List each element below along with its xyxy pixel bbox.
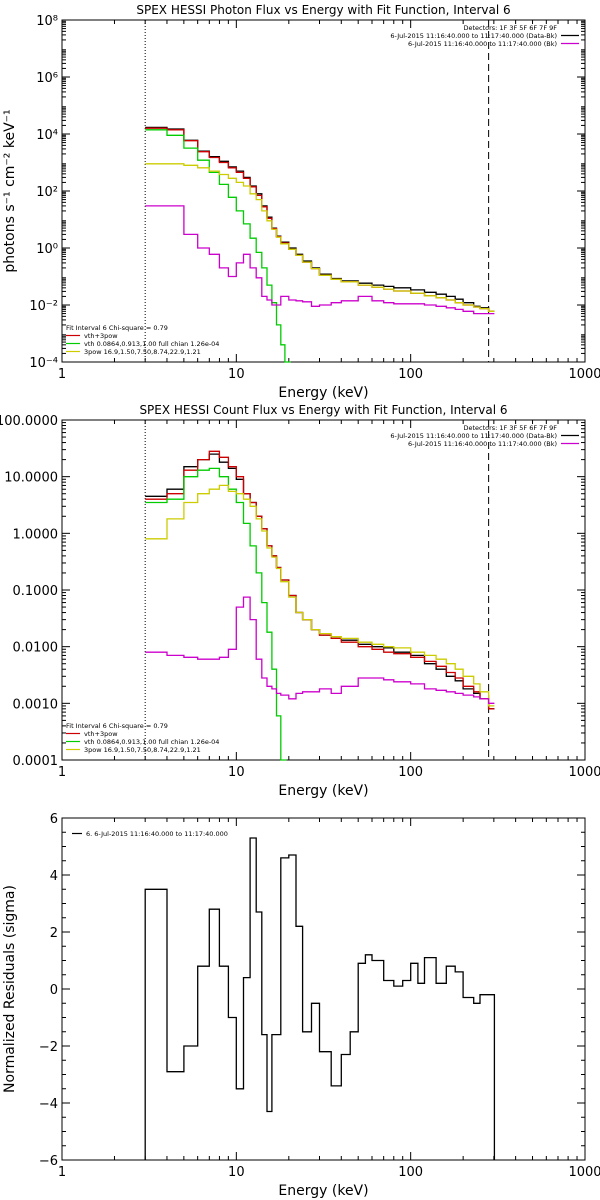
chart-title: SPEX HESSI Photon Flux vs Energy with Fi…	[136, 3, 510, 17]
y-tick-label: 10⁸	[36, 14, 58, 29]
legend-entry: vth 0.0864,0.913,1.00 full chian 1.26e-0…	[84, 340, 219, 348]
legend-entry: vth+3pow	[84, 332, 118, 340]
x-tick-label: 1000	[568, 1165, 600, 1180]
chart-panel-1	[61, 19, 586, 363]
x-tick-label: 100	[398, 367, 423, 382]
y-tick-label: −6	[39, 1154, 58, 1169]
legend-entry: 6-Jul-2015 11:16:40.000 to 11:17:40.000 …	[390, 432, 557, 440]
y-tick-label: 10⁻²	[29, 299, 58, 314]
y-tick-label: −2	[39, 1040, 58, 1055]
chart-title: SPEX HESSI Count Flux vs Energy with Fit…	[139, 403, 507, 417]
legend-entry: 3pow 16.9,1.50,7.50,8.74,22.9,1.21	[84, 348, 201, 356]
y-tick-label: −4	[39, 1097, 58, 1112]
legend-entry: 6-Jul-2015 11:16:40.000 to 11:17:40.000 …	[408, 40, 557, 48]
chart-panel-3	[61, 817, 586, 1161]
series-line-0-6-jul-2015-11-16-40-000-to-11-17-40-000-data-bk	[145, 453, 495, 710]
x-tick-label: 1000	[568, 367, 600, 382]
y-tick-label: 0	[50, 983, 58, 998]
y-tick-label: 10⁰	[36, 242, 58, 257]
plot-frame	[61, 419, 586, 761]
x-tick-label: 10	[228, 1165, 245, 1180]
y-tick-label: 6	[50, 812, 58, 827]
legend-entry: vth+3pow	[84, 730, 118, 738]
series-line-1-vth-3pow	[145, 450, 495, 710]
x-axis-label: Energy (keV)	[278, 783, 368, 799]
legend-entry: Detectors: 1F 3F 5F 6F 7F 9F	[463, 24, 557, 32]
x-tick-label: 10	[228, 367, 245, 382]
legend-entry: Fit Interval 6 Chi-square = 0.79	[66, 722, 168, 730]
legend-entry: 6-Jul-2015 11:16:40.000 to 11:17:40.000 …	[390, 32, 557, 40]
x-tick-label: 1000	[568, 765, 600, 780]
plot-frame	[61, 817, 586, 1161]
y-tick-label: 0.0001	[13, 754, 59, 769]
legend-entry: 6. 6-Jul-2015 11:16:40.000 to 11:17:40.0…	[86, 830, 228, 838]
x-axis-label: Energy (keV)	[278, 385, 368, 401]
series-line-2-vth	[145, 467, 287, 761]
y-tick-label: 100.0000	[0, 414, 58, 429]
y-axis-label: photons s⁻¹ cm⁻² keV⁻¹	[2, 109, 18, 272]
y-tick-label: 10⁴	[36, 128, 58, 143]
legend-entry: 3pow 16.9,1.50,7.50,8.74,22.9,1.21	[84, 746, 201, 754]
y-tick-label: 0.0100	[13, 641, 59, 656]
legend-entry: Fit Interval 6 Chi-square = 0.79	[66, 324, 168, 332]
chart-panel-2	[61, 419, 586, 761]
series-line-2-vth	[145, 129, 291, 363]
y-tick-label: 0.0010	[13, 697, 59, 712]
legend-entry: Detectors: 1F 3F 5F 6F 7F 9F	[463, 424, 557, 432]
y-tick-label: 10²	[36, 185, 58, 200]
plot-frame	[61, 19, 586, 363]
legend-entry: vth 0.0864,0.913,1.00 full chian 1.26e-0…	[84, 738, 219, 746]
x-tick-label: 1	[58, 1165, 66, 1180]
x-tick-label: 1	[58, 367, 66, 382]
y-tick-label: 1.0000	[13, 527, 59, 542]
series-line-4-6-jul-2015-11-16-40-000-to-11-17-40-000-bk	[145, 205, 495, 315]
series-line-0-6-6-jul-2015-11-16-40-000-to-11-17-40-000	[144, 837, 496, 1160]
series-line-3-3pow	[145, 484, 495, 707]
y-tick-label: 10⁻⁴	[29, 356, 58, 371]
x-tick-label: 10	[228, 765, 245, 780]
x-tick-label: 100	[398, 1165, 423, 1180]
y-axis-label: Normalized Residuals (sigma)	[2, 885, 18, 1093]
series-line-3-3pow	[145, 163, 495, 312]
x-axis-label: Energy (keV)	[278, 1183, 368, 1199]
y-tick-label: 2	[50, 926, 58, 941]
y-tick-label: 0.1000	[13, 584, 59, 599]
legend-entry: 6-Jul-2015 11:16:40.000 to 11:17:40.000 …	[408, 440, 557, 448]
series-line-4-6-jul-2015-11-16-40-000-to-11-17-40-000-bk	[145, 596, 495, 704]
y-tick-label: 10.0000	[4, 471, 58, 486]
x-tick-label: 1	[58, 765, 66, 780]
y-tick-label: 4	[50, 869, 58, 884]
y-tick-label: 10⁶	[36, 71, 58, 86]
x-tick-label: 100	[398, 765, 423, 780]
